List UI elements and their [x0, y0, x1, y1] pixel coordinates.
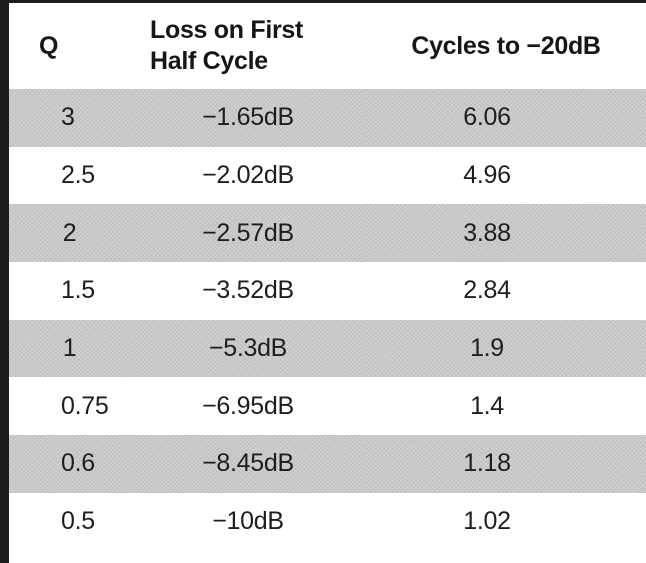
cell-loss: −3.52dB [202, 276, 294, 305]
header-row: Q Loss on First Half Cycle Cycles to −20… [9, 3, 646, 89]
header-q: Q [39, 31, 59, 60]
cell-q: 2.5 [61, 161, 95, 190]
cell-cycles: 1.02 [463, 507, 511, 536]
cell-q: 0.75 [61, 391, 109, 420]
cell-q: 1 [9, 319, 130, 378]
cell-q: 2 [9, 204, 130, 263]
cell-cycles: 1.9 [366, 319, 646, 378]
cell-cycles: 1.4 [470, 391, 504, 420]
cell-loss: −1.65dB [130, 89, 366, 147]
cell-loss: −6.95dB [202, 391, 294, 420]
table-row: 1.5 −3.52dB 2.84 [9, 262, 646, 320]
cell-cycles: 2.84 [463, 276, 511, 305]
table-row: 0.6 −8.45dB 1.18 [9, 435, 646, 493]
table-row: 0.5 −10dB 1.02 [9, 493, 646, 551]
cell-cycles: 3.88 [366, 204, 646, 263]
cell-loss: −2.02dB [202, 161, 294, 190]
cell-cycles: 1.18 [366, 435, 646, 493]
header-loss-line2: Half Cycle [150, 47, 268, 75]
header-loss: Loss on First Half Cycle [130, 3, 366, 89]
table-body: 3 −1.65dB 6.06 2.5 −2.02dB 4.96 2 −2.57d… [9, 89, 646, 551]
cell-q: 0.5 [61, 507, 95, 536]
header-cycles: Cycles to −20dB [411, 31, 601, 60]
cell-cycles: 6.06 [366, 89, 646, 147]
table-header: Q Loss on First Half Cycle Cycles to −20… [9, 3, 646, 89]
cell-cycles: 4.96 [463, 161, 511, 190]
table-row: 3 −1.65dB 6.06 [9, 89, 646, 147]
cell-loss: −5.3dB [130, 319, 366, 378]
cell-loss: −8.45dB [130, 435, 366, 493]
table-row: 2.5 −2.02dB 4.96 [9, 147, 646, 205]
cell-q: 0.6 [9, 435, 130, 493]
cell-loss: −10dB [212, 507, 284, 536]
table-row: 1 −5.3dB 1.9 [9, 319, 646, 378]
header-loss-line1: Loss on First [150, 16, 304, 44]
cell-q: 3 [9, 89, 130, 147]
table-row: 2 −2.57dB 3.88 [9, 204, 646, 263]
q-loss-table: Q Loss on First Half Cycle Cycles to −20… [9, 3, 646, 551]
table-row: 0.75 −6.95dB 1.4 [9, 377, 646, 435]
cell-q: 1.5 [61, 276, 95, 305]
cell-loss: −2.57dB [130, 204, 366, 263]
